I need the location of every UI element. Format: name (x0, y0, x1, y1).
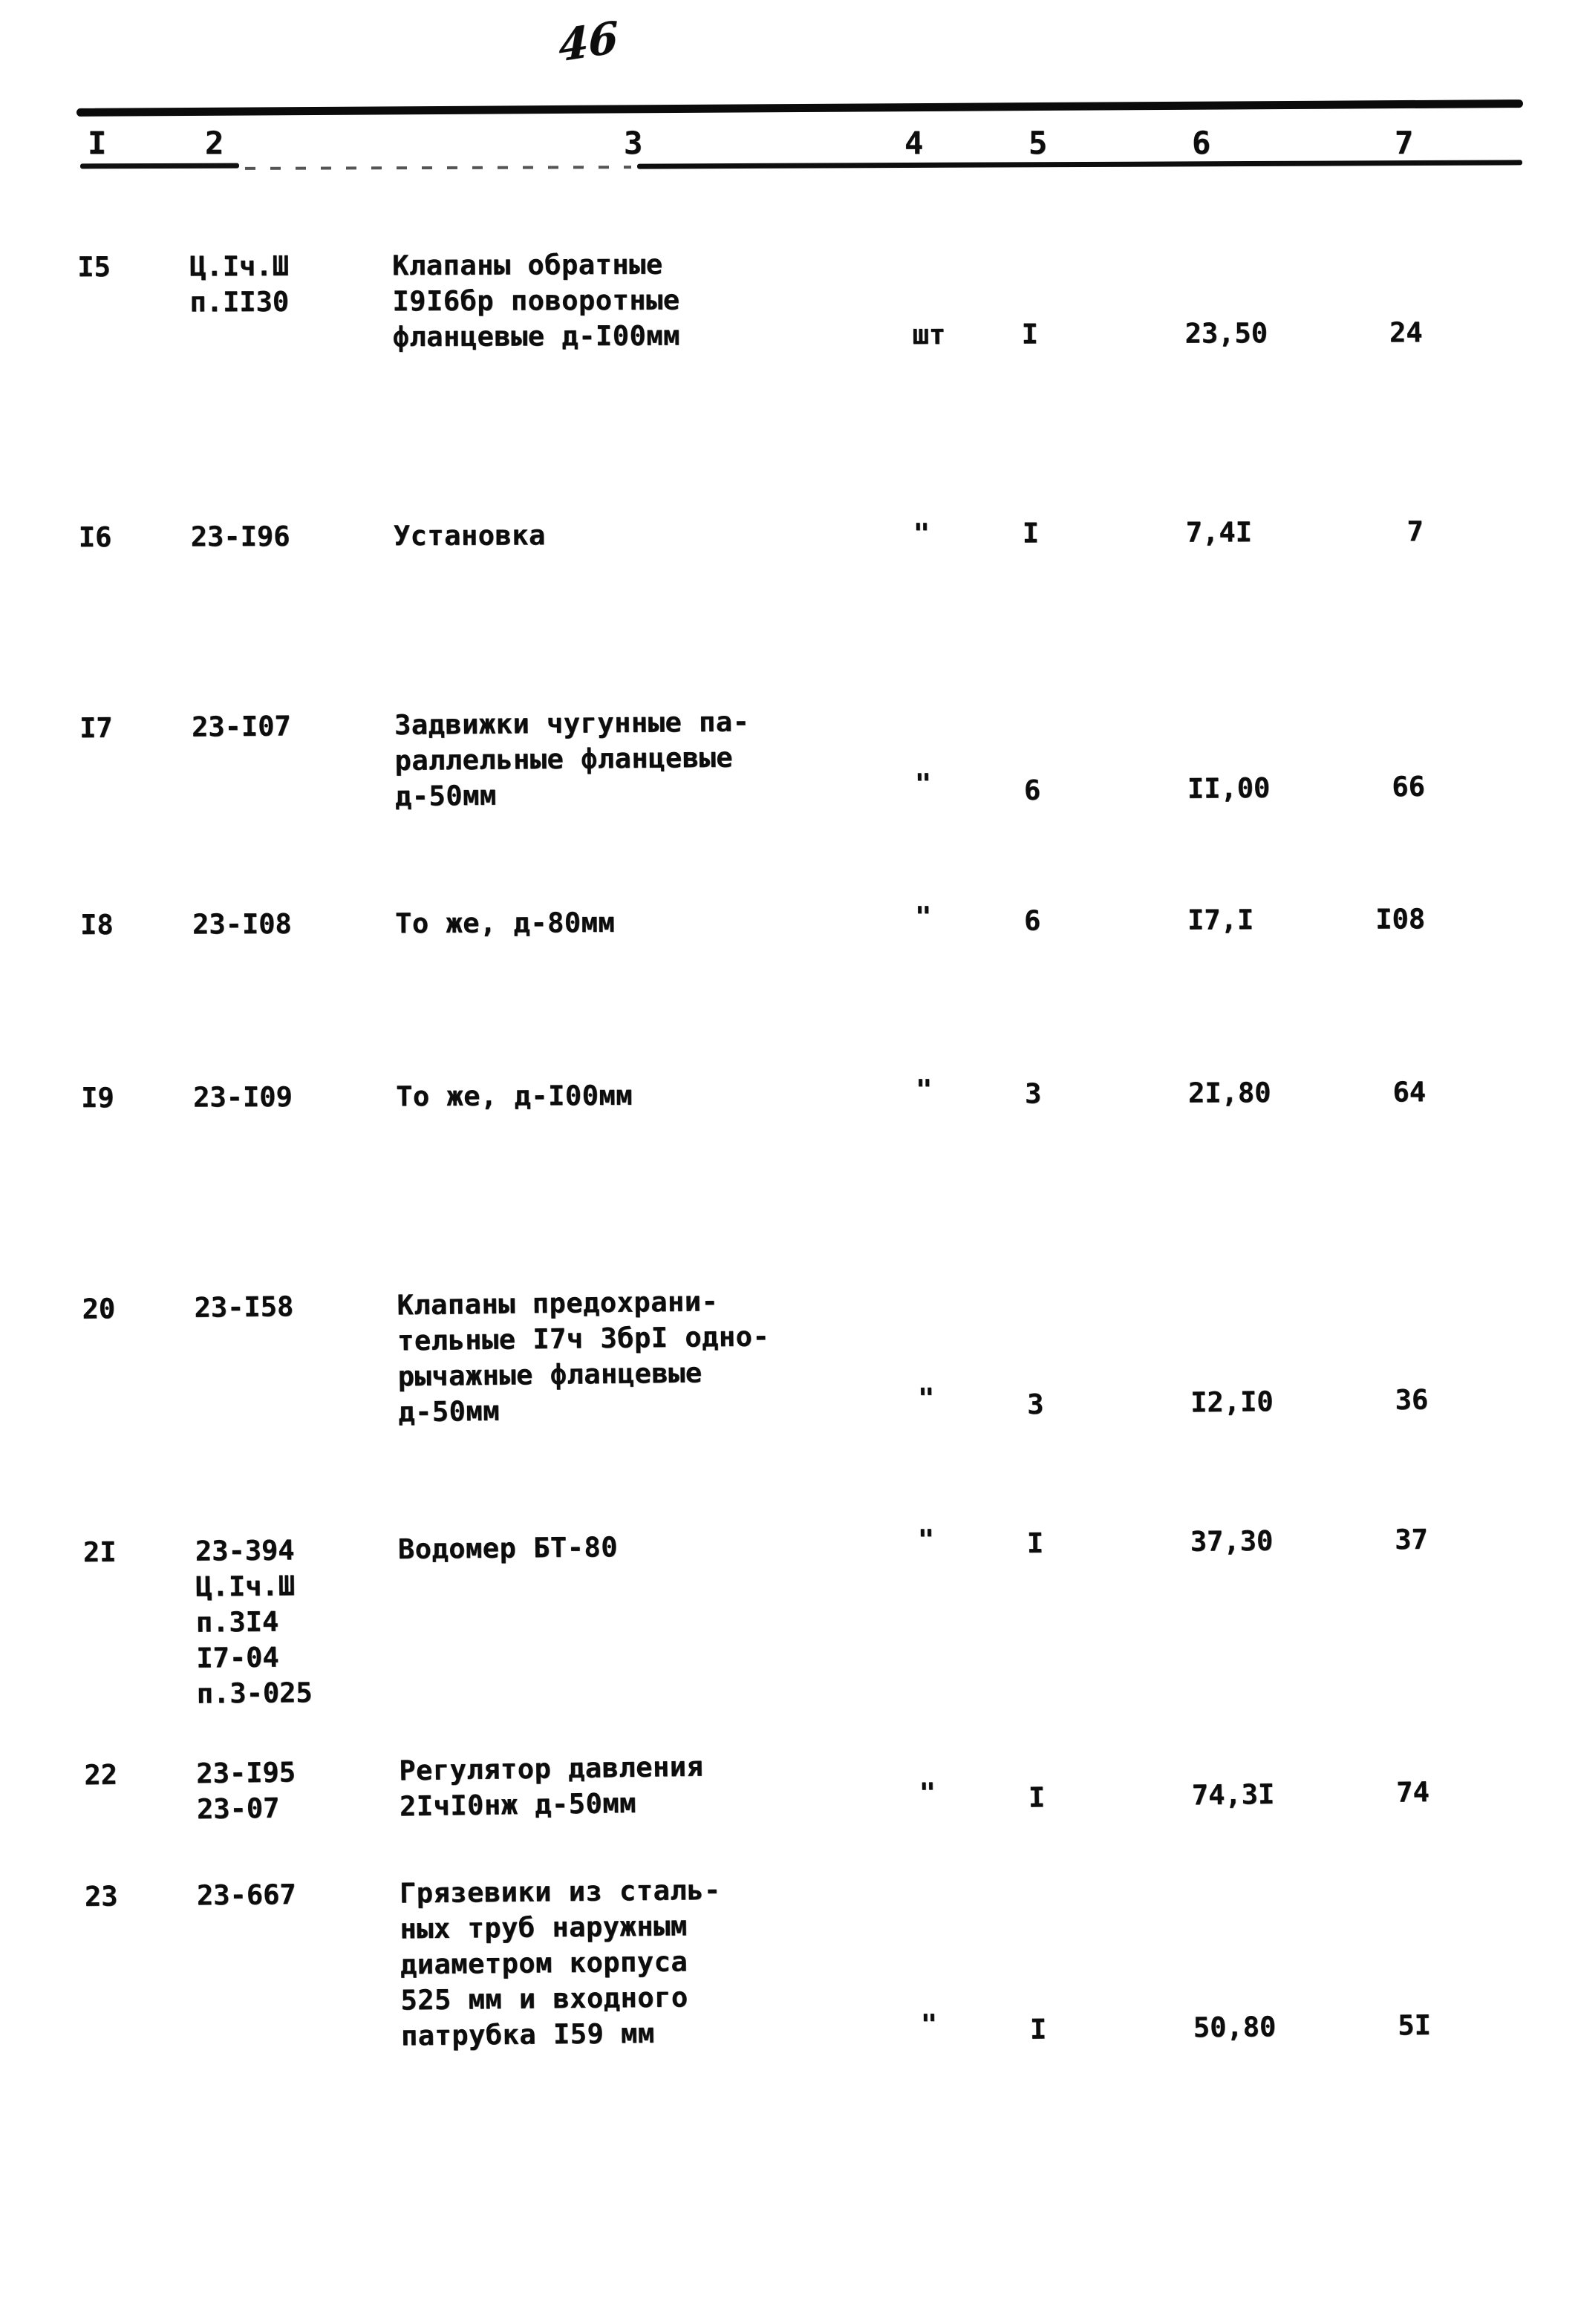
row-code: 23-I07 (191, 710, 291, 743)
row-description: То же, д-I00мм (396, 1079, 633, 1113)
row-price: I7,I (1187, 904, 1254, 936)
row-total: 5I (1398, 2008, 1432, 2042)
table-row: I6 23-I96 Установка " I 7,4I 7 (1, 513, 1578, 553)
row-total: 36 (1395, 1383, 1429, 1416)
row-code: 23-I95 23-07 (196, 1756, 296, 1826)
row-unit: " (919, 1777, 936, 1809)
row-code: 23-I96 (190, 520, 290, 553)
row-description: Грязевики из сталь- ных труб наружным ди… (399, 1873, 721, 2052)
row-qty: I (1028, 1781, 1046, 1814)
row-number: 23 (84, 1880, 118, 1913)
row-number: 20 (82, 1293, 116, 1325)
row-qty: 6 (1024, 904, 1041, 937)
row-unit: " (914, 768, 932, 800)
row-number: I7 (79, 711, 113, 745)
row-price: 50,80 (1193, 2011, 1277, 2044)
column-header-2: 2 (205, 125, 225, 161)
row-unit: " (920, 2008, 938, 2041)
table-row: I8 23-I08 То же, д-80мм " 6 I7,I I08 (3, 901, 1578, 941)
row-total: 74 (1396, 1775, 1430, 1809)
row-price: 37,30 (1190, 1524, 1274, 1558)
table-row: 20 23-I58 Клапаны предохрани- тельные I7… (4, 1273, 1578, 1428)
table-row: I9 23-I09 То же, д-I00мм " 3 2I,80 64 (4, 1074, 1578, 1114)
row-description: То же, д-80мм (395, 906, 616, 940)
table-row: 22 23-I95 23-07 Регулятор давления 2IчI0… (7, 1737, 1578, 1826)
row-number: I9 (81, 1081, 114, 1114)
row-qty: I (1022, 517, 1040, 549)
row-number: 22 (84, 1758, 118, 1792)
table-row: 23 23-667 Грязевики из сталь- ных труб н… (7, 1864, 1578, 2052)
row-unit: шт (912, 318, 946, 351)
row-qty: I (1026, 1527, 1044, 1559)
row-total: 64 (1392, 1076, 1427, 1109)
row-code: 23-667 (196, 1878, 296, 1912)
row-qty: I (1021, 318, 1039, 350)
row-price: 7,4I (1185, 516, 1253, 549)
row-description: Установка (393, 519, 546, 552)
table-row: 2I 23-394 Ц.Iч.Ш п.3I4 I7-04 п.3-025 Вод… (6, 1521, 1578, 1710)
column-header-row: I 2 3 4 5 6 7 (0, 125, 1578, 169)
column-header-4: 4 (904, 125, 925, 161)
row-qty: 3 (1026, 1388, 1044, 1421)
row-unit: " (916, 1074, 933, 1106)
column-header-5: 5 (1028, 125, 1049, 161)
row-unit: " (917, 1382, 935, 1414)
column-header-7: 7 (1395, 125, 1415, 161)
row-price: 74,3I (1191, 1778, 1275, 1812)
row-code: 23-I09 (193, 1080, 293, 1114)
row-code: 23-I08 (192, 907, 292, 941)
table-row: I5 Ц.Iч.Ш п.II30 Клапаны обратные I9I6бр… (0, 243, 1578, 353)
row-number: 2I (82, 1535, 117, 1569)
row-unit: " (914, 901, 932, 933)
row-number: I5 (77, 250, 111, 284)
row-code: 23-I58 (194, 1290, 294, 1324)
column-header-3: 3 (624, 125, 644, 161)
row-description: Водомер БТ-80 (397, 1531, 619, 1565)
row-unit: " (913, 518, 930, 550)
row-total: 37 (1395, 1523, 1429, 1556)
row-description: Задвижки чугунные па- раллельные фланцев… (394, 705, 750, 813)
row-code: Ц.Iч.Ш п.II30 (189, 249, 290, 319)
row-total: 7 (1406, 515, 1424, 548)
row-qty: 3 (1025, 1077, 1042, 1110)
table-row: I7 23-I07 Задвижки чугунные па- раллельн… (2, 696, 1578, 812)
row-price: I2,I0 (1190, 1385, 1274, 1419)
row-qty: 6 (1023, 774, 1041, 806)
row-number: I6 (78, 520, 112, 554)
row-number: I8 (80, 908, 114, 941)
row-price: 2I,80 (1188, 1077, 1271, 1109)
row-total: I08 (1375, 903, 1426, 936)
row-total: 24 (1389, 316, 1423, 349)
row-unit: " (917, 1524, 935, 1556)
row-total: 66 (1392, 770, 1426, 803)
row-code: 23-394 Ц.Iч.Ш п.3I4 I7-04 п.3-025 (195, 1534, 313, 1710)
row-qty: I (1029, 2013, 1047, 2046)
row-description: Клапаны предохрани- тельные I7ч 3брI одн… (397, 1285, 770, 1429)
column-header-1: I (88, 125, 108, 161)
column-header-6: 6 (1192, 125, 1212, 161)
row-description: Клапаны обратные I9I6бр поворотные фланц… (392, 248, 680, 353)
row-price: II,00 (1187, 771, 1271, 805)
row-price: 23,50 (1184, 317, 1268, 350)
row-description: Регулятор давления 2IчI0нж д-50мм (399, 1750, 704, 1823)
